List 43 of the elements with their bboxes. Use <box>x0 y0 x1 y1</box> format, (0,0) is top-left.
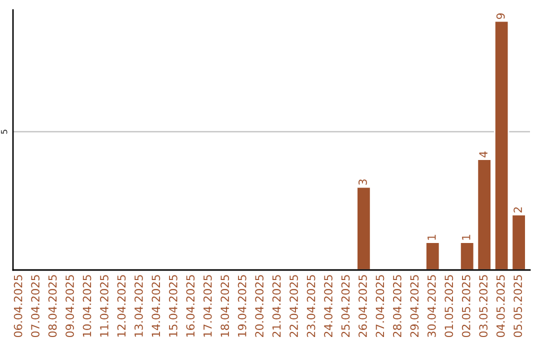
x-tick-label: 12.04.2025 <box>117 275 126 337</box>
x-tick-label: 16.04.2025 <box>186 275 195 337</box>
bar <box>425 242 440 270</box>
x-tick-label: 05.05.2025 <box>514 275 522 338</box>
x-tick-label: 26.04.2025 <box>358 275 367 337</box>
x-tick-label: 04.05.2025 <box>496 275 505 338</box>
x-tick-label: 17.04.2025 <box>203 275 212 337</box>
x-tick-label: 10.04.2025 <box>82 275 92 337</box>
bar <box>494 20 510 270</box>
x-tick-label: 28.04.2025 <box>392 275 402 337</box>
data-label: 1 <box>462 234 470 240</box>
x-tick-label: 15.04.2025 <box>168 275 178 337</box>
y-tick-label: 5 <box>1 130 8 134</box>
x-tick-label: 23.04.2025 <box>306 275 316 337</box>
x-tick-label: 06.04.2025 <box>14 275 22 338</box>
data-label: 1 <box>428 234 436 240</box>
data-label: 9 <box>496 13 505 19</box>
bar <box>460 242 475 270</box>
x-tick-label: 14.04.2025 <box>152 275 160 337</box>
x-tick-label: 01.05.2025 <box>444 275 454 338</box>
x-tick-label: 02.05.2025 <box>462 275 470 338</box>
data-label: 4 <box>479 152 488 158</box>
bar <box>511 214 526 270</box>
x-tick-label: 21.04.2025 <box>272 275 281 337</box>
x-tick-label: 29.04.2025 <box>410 275 419 337</box>
x-tick-label: 09.04.2025 <box>66 275 74 338</box>
x-tick-label: 18.04.2025 <box>220 275 230 337</box>
x-tick-label: 22.04.2025 <box>290 275 298 337</box>
bar <box>476 158 492 270</box>
x-tick-label: 27.04.2025 <box>376 275 384 337</box>
x-tick-label: 08.04.2025 <box>48 275 57 338</box>
x-tick-label: 20.04.2025 <box>255 275 264 337</box>
x-tick-label: 19.04.2025 <box>238 275 246 337</box>
x-tick-label: 07.04.2025 <box>31 275 40 338</box>
data-label: 3 <box>358 179 367 185</box>
x-tick-label: 24.04.2025 <box>324 275 332 337</box>
x-tick-label: 13.04.2025 <box>134 275 143 337</box>
x-tick-label: 03.05.2025 <box>479 275 488 338</box>
bar <box>356 186 372 270</box>
x-tick-label: 11.04.2025 <box>100 275 108 337</box>
x-tick-label: 25.04.2025 <box>341 275 350 337</box>
x-tick-label: 30.04.2025 <box>427 275 436 337</box>
data-label: 2 <box>514 207 522 212</box>
